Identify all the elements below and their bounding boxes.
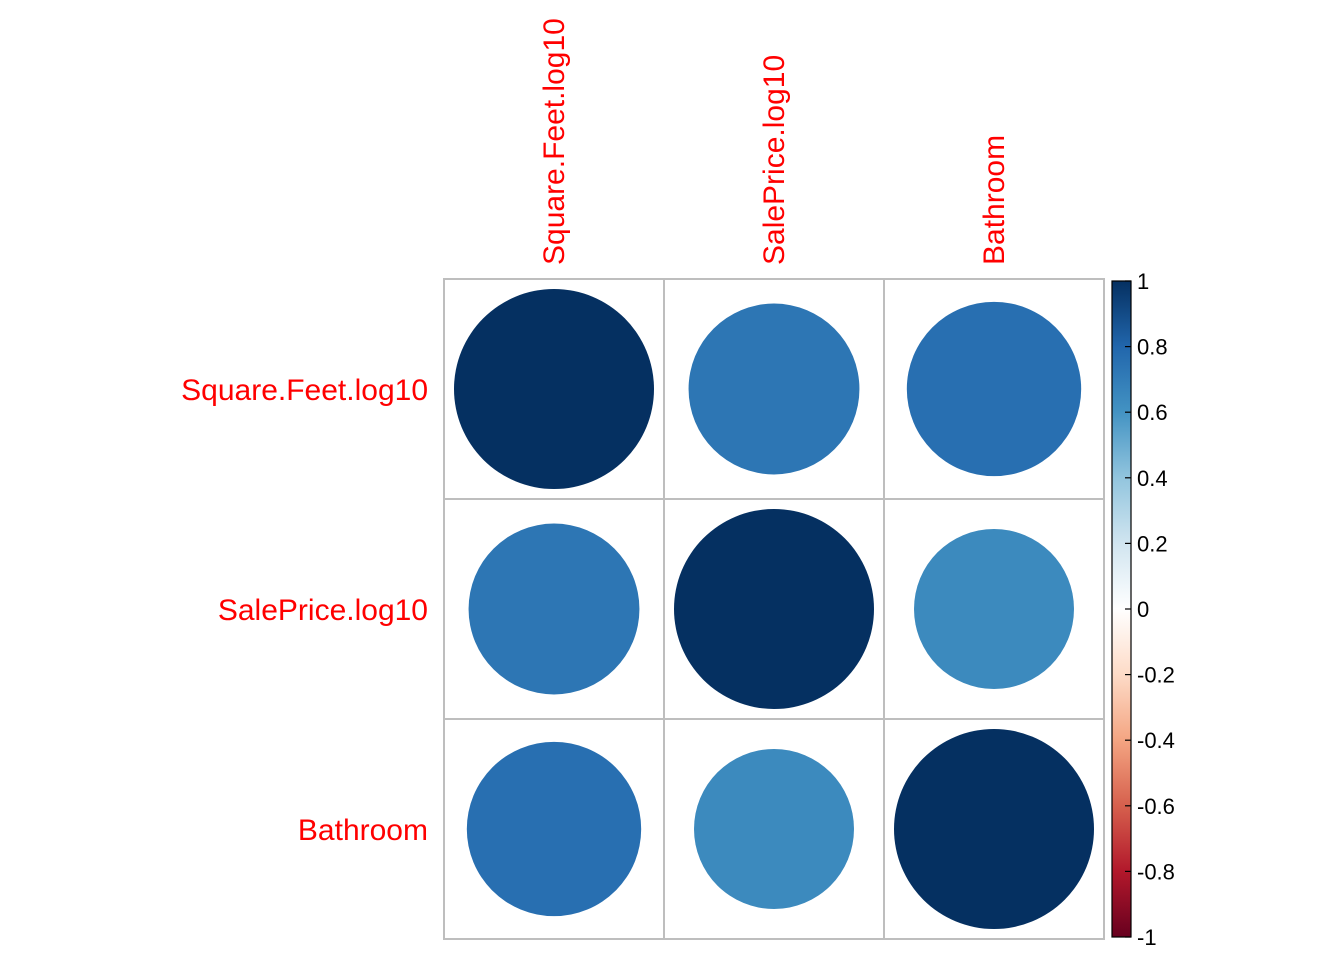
colorbar-tick-label: -0.4 bbox=[1137, 728, 1175, 753]
correlation-circle bbox=[454, 289, 654, 489]
colorbar-tick-label: -0.8 bbox=[1137, 859, 1175, 884]
correlation-circle bbox=[894, 729, 1094, 929]
column-label: SalePrice.log10 bbox=[758, 55, 791, 265]
colorbar-tick-label: -0.2 bbox=[1137, 663, 1175, 688]
column-labels: Square.Feet.log10 SalePrice.log10 Bathroom bbox=[538, 18, 1011, 265]
row-label: Bathroom bbox=[298, 814, 428, 847]
colorbar-tick-label: 0.4 bbox=[1137, 466, 1168, 491]
correlation-circle bbox=[906, 301, 1082, 477]
colorbar-tick-label: 0.8 bbox=[1137, 335, 1168, 360]
correlation-circles bbox=[454, 289, 1094, 929]
row-label: SalePrice.log10 bbox=[218, 594, 428, 627]
column-label: Square.Feet.log10 bbox=[538, 18, 571, 265]
correlation-circle bbox=[468, 523, 640, 695]
colorbar-tick-label: 0.2 bbox=[1137, 531, 1168, 556]
correlation-circle bbox=[674, 509, 874, 709]
row-labels: Square.Feet.log10 SalePrice.log10 Bathroom bbox=[181, 374, 428, 847]
colorbar-tick-label: 0.6 bbox=[1137, 400, 1168, 425]
row-label: Square.Feet.log10 bbox=[181, 374, 428, 407]
colorbar: 1 0.8 0.6 0.4 0.2 0 -0.2 -0.4 -0.6 -0.8 -1 bbox=[1111, 269, 1175, 950]
correlation-circle bbox=[694, 749, 854, 909]
colorbar-tick-label: -0.6 bbox=[1137, 794, 1175, 819]
colorbar-tick-label: 0 bbox=[1137, 597, 1149, 622]
correlation-circle bbox=[466, 741, 642, 917]
colorbar-tick-label: -1 bbox=[1137, 925, 1157, 950]
column-label: Bathroom bbox=[978, 135, 1011, 265]
correlation-circle bbox=[914, 529, 1074, 689]
correlation-circle bbox=[688, 303, 860, 475]
colorbar-tick-label: 1 bbox=[1137, 269, 1149, 294]
